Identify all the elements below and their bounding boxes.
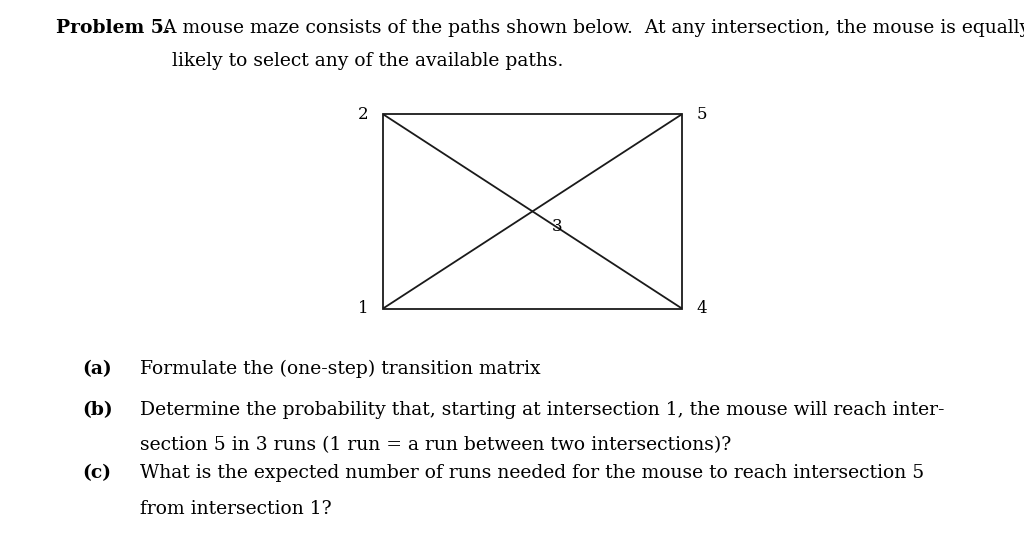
Text: Determine the probability that, starting at intersection 1, the mouse will reach: Determine the probability that, starting… [128, 401, 944, 419]
Text: (a): (a) [82, 360, 112, 378]
Text: from intersection 1?: from intersection 1? [128, 500, 332, 518]
Text: Problem 5.: Problem 5. [56, 19, 171, 37]
Bar [383, 114, 682, 309]
Text: section 5 in 3 runs (1 run = a run between two intersections)?: section 5 in 3 runs (1 run = a run betwe… [128, 436, 731, 455]
Text: likely to select any of the available paths.: likely to select any of the available pa… [172, 52, 563, 70]
Text: 1: 1 [357, 300, 368, 317]
Text: Formulate the (one-step) transition matrix: Formulate the (one-step) transition matr… [128, 360, 541, 378]
Text: 2: 2 [357, 106, 368, 123]
Text: What is the expected number of runs needed for the mouse to reach intersection 5: What is the expected number of runs need… [128, 464, 925, 482]
Text: A mouse maze consists of the paths shown below.  At any intersection, the mouse : A mouse maze consists of the paths shown… [151, 19, 1024, 37]
Text: 3: 3 [552, 218, 562, 235]
Text: 4: 4 [697, 300, 708, 317]
Text: 5: 5 [697, 106, 708, 123]
Text: (b): (b) [82, 401, 113, 419]
Text: (c): (c) [82, 464, 111, 482]
